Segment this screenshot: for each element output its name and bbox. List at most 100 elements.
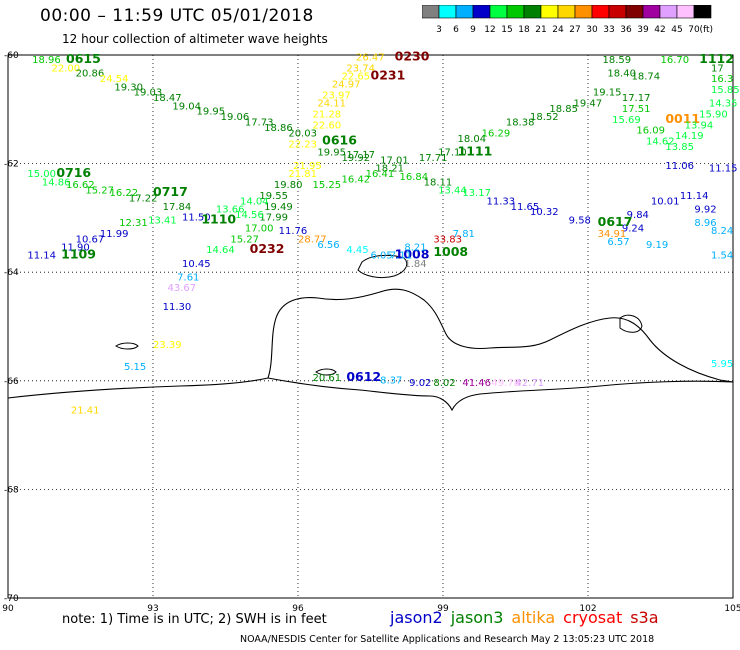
latitude-tick-label: -66	[4, 377, 19, 387]
wave-height-value: 16.70	[661, 55, 690, 66]
wave-height-value: 18.04	[458, 134, 487, 145]
colorbar-swatch	[693, 5, 712, 19]
wave-height-value: 19.15	[593, 88, 622, 99]
wave-height-value: 8.96	[694, 218, 716, 229]
wave-height-value: 11.50	[182, 213, 211, 224]
wave-height-value: 15.69	[612, 115, 641, 126]
wave-height-value: 15.00	[27, 169, 56, 180]
wave-height-value: 13.41	[148, 215, 177, 226]
wave-height-value: 33.83	[433, 234, 462, 245]
credit-line: NOAA/NESDIS Center for Satellite Applica…	[240, 634, 655, 645]
latitude-tick-label: -68	[4, 485, 19, 495]
wave-height-value: 9.84	[627, 210, 649, 221]
color-scale-bar: 3 6 9 12 15 18 21 24 27 30 33 36 39 42 45 70 (ft)	[422, 5, 713, 35]
map-subtitle: 12 hour collection of altimeter wave hei…	[62, 32, 328, 46]
wave-height-value: 16.09	[636, 126, 665, 137]
wave-height-value: 10.45	[182, 259, 211, 270]
wave-height-value: 10.01	[651, 196, 680, 207]
wave-height-value: 11.90	[61, 242, 90, 253]
wave-height-value: 19.49	[264, 202, 293, 213]
wave-height-value: 9.19	[646, 240, 668, 251]
wave-height-value: 19.30	[114, 82, 143, 93]
colorbar-level-label: 21	[535, 25, 546, 35]
longitude-tick-label: 93	[147, 604, 158, 614]
pass-time-label: 0230	[395, 48, 430, 63]
legend-item-s3a: s3a	[630, 608, 659, 627]
wave-height-value: 18.86	[264, 123, 293, 134]
wave-height-value: 6.05	[371, 251, 393, 262]
longitude-tick-label: 105	[724, 604, 740, 614]
pass-time-label: 0011	[665, 111, 700, 126]
wave-height-value: 11.30	[163, 302, 192, 313]
wave-height-value: 14.56	[235, 210, 264, 221]
longitude-tick-label: 90	[2, 604, 14, 614]
wave-height-value: 42.71	[516, 378, 545, 389]
wave-height-value: 11.14	[680, 191, 709, 202]
wave-height-value: 16.22	[110, 188, 139, 199]
colorbar-level-label: 45	[671, 25, 682, 35]
pass-time-label: 1112	[699, 51, 734, 66]
longitude-tick-label: 99	[437, 604, 449, 614]
wave-height-value: 21.28	[313, 109, 342, 120]
latitude-tick-label: -60	[4, 51, 19, 61]
colorbar-level-label: 6	[453, 25, 459, 35]
wave-height-value: 13.94	[685, 120, 714, 131]
wave-height-value: 16.84	[400, 172, 429, 183]
wave-height-value: 19.95	[317, 147, 346, 158]
pass-time-label: 0717	[153, 184, 188, 199]
wave-height-value: 23.39	[153, 340, 182, 351]
island-outline	[115, 342, 139, 350]
wave-height-value: 18.52	[530, 112, 559, 123]
wave-height-value: 14.35	[709, 99, 738, 110]
wave-height-value: 17.51	[622, 104, 651, 115]
wave-height-value: 18.74	[632, 71, 661, 82]
wave-height-value: 14.64	[206, 245, 235, 256]
wave-height-value: 34.91	[598, 229, 627, 240]
pass-time-label: 0617	[598, 214, 633, 229]
wave-height-value: 22.00	[52, 63, 81, 74]
colorbar-level-label: 70	[688, 25, 700, 35]
wave-height-value: 9.58	[569, 215, 591, 226]
wave-height-value: 17.71	[419, 153, 448, 164]
longitude-tick-label: 102	[579, 604, 596, 614]
legend-item-jason3: jason3	[450, 608, 504, 627]
wave-height-value: 49.78	[491, 378, 520, 389]
legend-item-altika: altika	[511, 608, 556, 627]
colorbar-level-label: 3	[436, 25, 442, 35]
pass-time-label: 0615	[66, 51, 101, 66]
wave-height-value: 21.81	[288, 169, 317, 180]
wave-height-value: 17.01	[380, 156, 409, 167]
wave-height-value: 17.17	[622, 93, 651, 104]
wave-height-value: 8.37	[380, 376, 402, 387]
wave-height-value: 19.47	[574, 99, 603, 110]
wave-height-value: 6.56	[317, 240, 339, 251]
legend-item-cryosat: cryosat	[563, 608, 623, 627]
wave-height-value: 16.42	[342, 175, 371, 186]
wave-height-value: 22.65	[342, 71, 371, 82]
wave-height-value: 1.54	[711, 251, 733, 262]
island-outline	[619, 314, 643, 333]
wave-height-value: 16.3	[711, 74, 733, 85]
wave-height-value: 43.67	[168, 283, 197, 294]
wave-height-value: 9.92	[694, 204, 716, 215]
wave-height-value: 11.06	[665, 161, 694, 172]
wave-height-value: 7.81	[453, 229, 475, 240]
wave-height-value: 19.04	[172, 101, 201, 112]
wave-height-value: 18.85	[549, 104, 578, 115]
pass-time-label: 0232	[250, 241, 285, 256]
wave-height-value: 6.57	[607, 237, 629, 248]
wave-height-value: 17.73	[245, 118, 274, 129]
wave-height-value: 17.99	[259, 213, 288, 224]
wave-height-value: 18.38	[506, 118, 535, 129]
wave-height-value: 5.15	[124, 362, 146, 373]
wave-height-value: 13.66	[216, 204, 245, 215]
wave-height-value: 13.85	[665, 142, 694, 153]
satellite-legend: jason2 jason3 altika cryosat s3a	[390, 608, 667, 627]
colorbar-level-label: 12	[484, 25, 495, 35]
colorbar-unit: (ft)	[699, 25, 713, 35]
wave-height-value: 24.54	[100, 74, 129, 85]
wave-height-value: 7.61	[177, 272, 199, 283]
wave-height-value: 15.85	[711, 85, 740, 96]
wave-height-value: 1.84	[404, 259, 426, 270]
